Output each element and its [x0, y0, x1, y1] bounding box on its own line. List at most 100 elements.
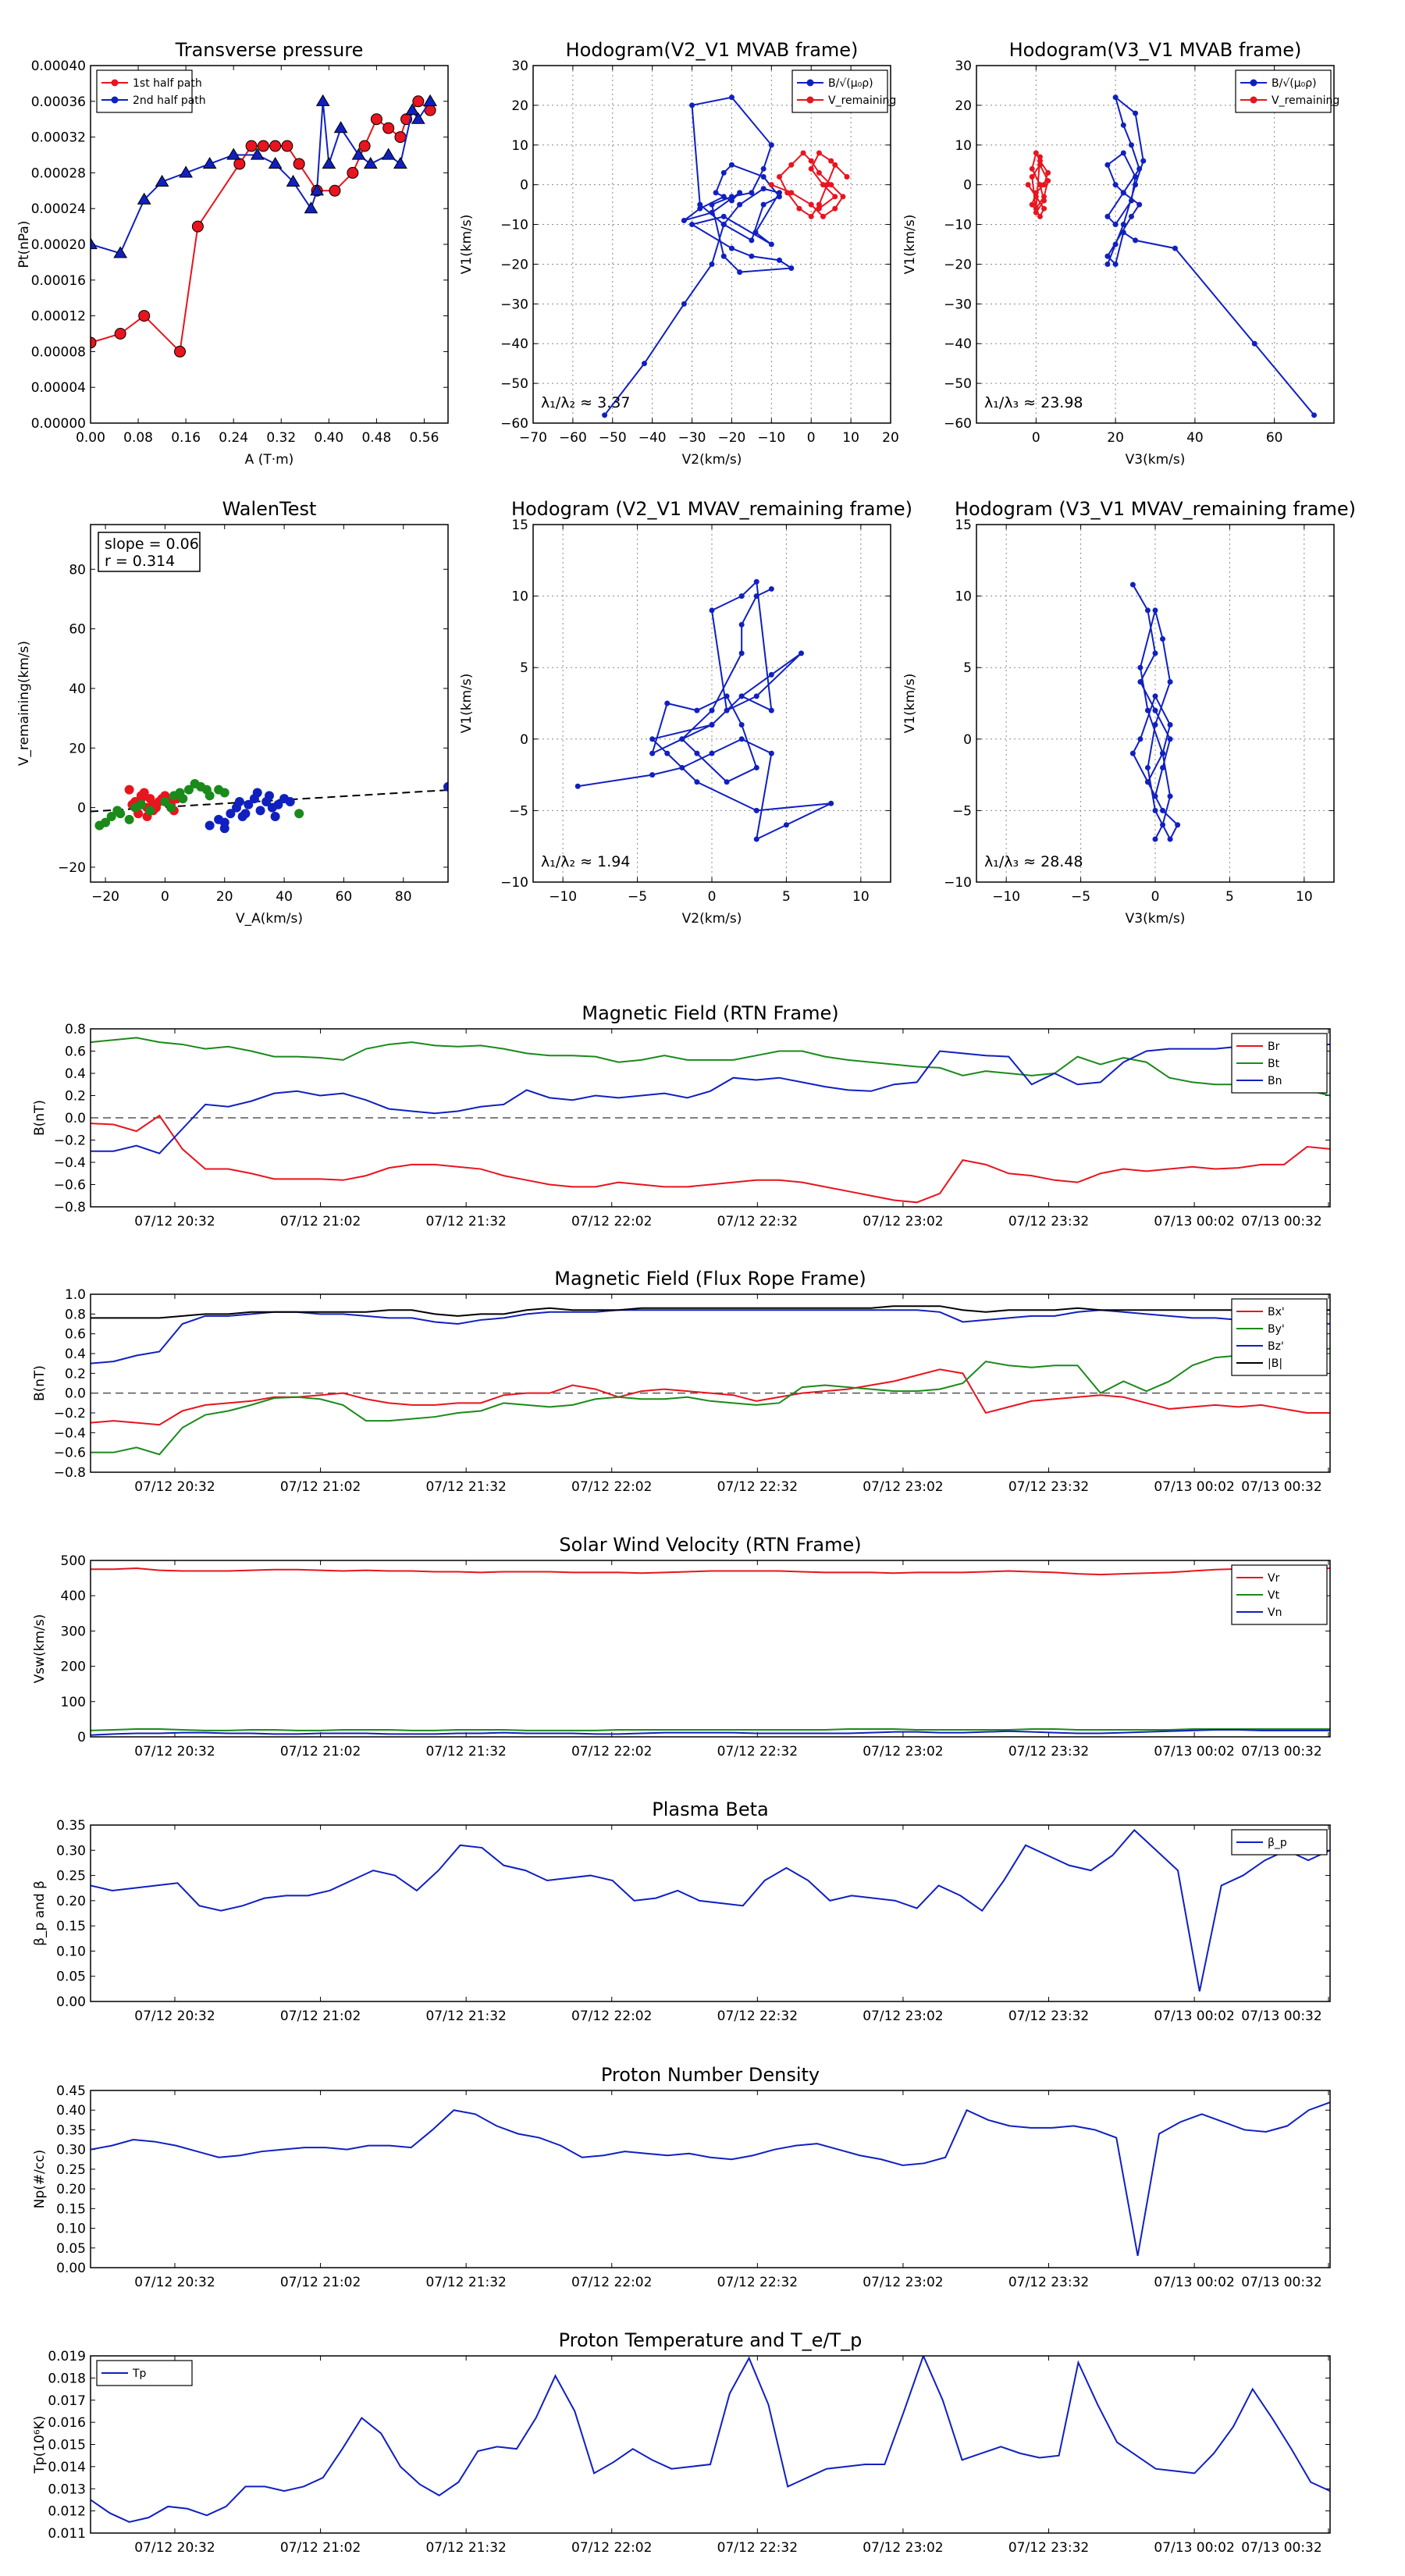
- legend-label: B/√(μ₀ρ): [828, 77, 873, 90]
- y-tick-label: 0.00012: [31, 309, 86, 325]
- data-point: [443, 781, 448, 792]
- data-point: [1167, 679, 1173, 685]
- data-point: [1128, 197, 1134, 204]
- data-point: [138, 310, 151, 322]
- data-point: [183, 785, 194, 795]
- x-tick-label: 07/13 00:32: [1241, 2008, 1321, 2024]
- data-point: [1041, 182, 1048, 188]
- x-tick-label: 07/12 22:02: [571, 2275, 652, 2290]
- x-tick-label: 0: [1151, 889, 1160, 905]
- data-point: [285, 796, 295, 806]
- y-tick-label: −60: [944, 416, 972, 432]
- data-point: [160, 796, 170, 806]
- x-tick-label: 07/12 21:32: [425, 1214, 506, 1229]
- y-axis-label: V1(km/s): [902, 215, 918, 275]
- x-tick-label: 07/13 00:02: [1154, 1214, 1234, 1229]
- data-point: [245, 140, 258, 152]
- legend-marker: [111, 96, 119, 104]
- data-point: [1152, 607, 1158, 614]
- x-tick-label: 07/12 21:02: [280, 1479, 361, 1495]
- x-axis-label: A (T·m): [245, 452, 294, 468]
- data-point: [273, 799, 283, 809]
- data-point: [728, 194, 735, 200]
- data-point: [709, 261, 715, 267]
- x-tick-label: −5: [628, 889, 647, 905]
- y-tick-label: 0.017: [48, 2393, 86, 2409]
- x-tick-label: 07/12 21:32: [425, 2008, 506, 2024]
- data-point: [808, 165, 814, 172]
- panel-11: Proton Temperature and T_e/T_p 0.011 0.012…: [32, 2329, 1331, 2556]
- data-point: [124, 785, 134, 795]
- data-point: [788, 265, 795, 272]
- y-tick-label: 0: [77, 1730, 86, 1745]
- data-point: [101, 817, 111, 827]
- data-point: [1104, 261, 1111, 267]
- plot-frame: [976, 524, 1335, 883]
- y-tick-label: 0: [520, 178, 528, 194]
- y-tick-label: 200: [61, 1660, 86, 1675]
- series-line-By': [91, 1347, 1330, 1456]
- y-axis-label: Pt(nPa): [16, 221, 32, 269]
- data-point: [816, 205, 822, 212]
- data-point: [808, 158, 814, 164]
- y-tick-label: 0: [520, 732, 528, 748]
- x-tick-label: 40: [276, 889, 293, 905]
- y-tick-label: −5: [509, 803, 528, 819]
- data-point: [201, 785, 212, 795]
- data-point: [381, 148, 396, 160]
- y-tick-label: 0: [963, 178, 972, 194]
- legend-label: |B|: [1268, 1357, 1282, 1370]
- data-point: [768, 241, 774, 247]
- x-tick-label: 07/12 23:32: [1008, 1479, 1089, 1495]
- x-tick-label: 10: [1296, 889, 1313, 905]
- x-tick-label: 07/12 22:32: [717, 1214, 798, 1229]
- x-tick-label: 0.56: [410, 430, 439, 446]
- legend-marker: [1250, 79, 1257, 87]
- y-axis-label: B(nT): [32, 1100, 48, 1136]
- data-point: [709, 750, 715, 756]
- x-tick-label: 10: [842, 430, 859, 446]
- data-point: [205, 820, 215, 831]
- x-tick-label: 07/12 23:32: [1008, 1744, 1089, 1759]
- data-point: [1167, 736, 1173, 742]
- chart-title: Magnetic Field (RTN Frame): [582, 1002, 838, 1024]
- data-point: [832, 205, 838, 212]
- data-point: [649, 772, 656, 778]
- y-tick-label: 0.20: [56, 2182, 86, 2197]
- y-tick-label: −10: [500, 875, 528, 891]
- series-group: [1025, 94, 1318, 418]
- data-point: [1037, 162, 1043, 168]
- data-point: [294, 809, 304, 819]
- x-tick-label: 40: [1186, 430, 1204, 446]
- data-point: [226, 148, 241, 160]
- x-tick-label: 0.48: [361, 430, 391, 446]
- y-tick-label: 0.05: [56, 1969, 86, 1985]
- data-point: [255, 806, 265, 816]
- series-line-0: [91, 2101, 1330, 2257]
- data-point: [252, 788, 262, 798]
- annotation-line: r = 0.314: [105, 553, 175, 570]
- x-tick-label: 07/12 21:02: [280, 2275, 361, 2290]
- data-point: [1112, 182, 1119, 188]
- data-point: [689, 222, 695, 228]
- y-tick-label: 0.019: [48, 2349, 86, 2364]
- ratio-annotation: λ₁/λ₂ ≈ 3.37: [541, 394, 630, 411]
- x-tick-label: 80: [395, 889, 412, 905]
- series-line-|B|: [91, 1305, 1330, 1319]
- x-tick-label: 20: [1107, 430, 1124, 446]
- data-point: [679, 736, 685, 742]
- data-point: [738, 593, 745, 600]
- data-point: [709, 721, 715, 728]
- y-tick-label: 0.0: [65, 1386, 86, 1402]
- data-point: [768, 182, 774, 188]
- y-tick-label: 30: [955, 59, 972, 74]
- data-point: [1133, 182, 1139, 188]
- x-tick-label: −40: [638, 430, 667, 446]
- data-point: [250, 148, 265, 160]
- y-tick-label: 15: [955, 518, 972, 533]
- y-tick-label: 80: [69, 562, 86, 578]
- data-point: [768, 707, 774, 713]
- x-tick-label: 0: [1032, 430, 1040, 446]
- data-point: [753, 693, 759, 699]
- data-point: [1144, 779, 1151, 785]
